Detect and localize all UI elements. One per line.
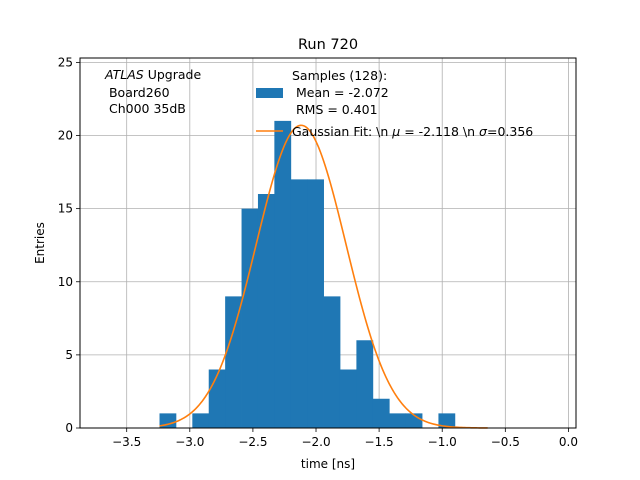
annotation-line1: ATLAS Upgrade	[104, 67, 201, 82]
y-axis-ticks: 0 5 10 15 20 25	[58, 55, 80, 435]
y-tick-label: 15	[58, 202, 73, 216]
x-tick-label: −0.5	[491, 435, 520, 449]
x-tick-label: −1.0	[428, 435, 457, 449]
legend-hist-line3: RMS = 0.401	[292, 102, 378, 117]
annotation-line2: Board260	[105, 85, 170, 100]
histogram-bar	[241, 208, 259, 428]
y-tick-label: 25	[58, 55, 73, 69]
annotation-atlas: ATLAS	[104, 67, 144, 82]
annotation-upgrade: Upgrade	[144, 67, 202, 82]
x-axis-ticks: −3.5 −3.0 −2.5 −2.0 −1.5 −1.0 −0.5 0.0	[112, 428, 578, 449]
annotation-line3: Ch000 35dB	[105, 101, 186, 116]
x-tick-label: 0.0	[559, 435, 578, 449]
histogram-bar	[159, 413, 177, 428]
x-tick-label: −1.5	[365, 435, 394, 449]
histogram-bar	[389, 413, 407, 428]
histogram-bar	[323, 296, 341, 428]
histogram-bar	[274, 120, 292, 428]
x-tick-label: −2.0	[301, 435, 330, 449]
y-tick-label: 0	[65, 421, 73, 435]
histogram-bar	[372, 398, 390, 428]
x-tick-label: −2.5	[238, 435, 267, 449]
legend-fit-sigma: σ	[479, 124, 488, 139]
histogram-bar	[307, 179, 324, 428]
histogram-bar	[192, 413, 210, 428]
plot-frame	[79, 57, 577, 429]
x-tick-label: −3.0	[175, 435, 204, 449]
fit-curve-group	[159, 124, 488, 429]
gaussian-fit-line	[159, 124, 488, 429]
legend-hist-line1: Samples (128):	[292, 68, 387, 83]
histogram-bar	[290, 179, 308, 428]
legend-hist-line2: Mean = -2.072	[292, 85, 389, 100]
atlas-annotation: ATLAS Upgrade Board260 Ch000 35dB	[104, 67, 201, 116]
histogram-bar	[225, 296, 242, 428]
chart-title: Run 720	[298, 37, 358, 53]
legend-fit-label: Gaussian Fit: \n μ = -2.118 \n σ=0.356	[292, 124, 533, 139]
histogram-bar	[339, 369, 357, 428]
histogram-bar	[356, 340, 374, 428]
legend-fit-mu: μ	[391, 124, 400, 139]
histogram-bar	[438, 413, 456, 428]
y-tick-label: 20	[58, 129, 73, 143]
x-axis-label: time [ns]	[301, 457, 355, 471]
y-tick-label: 5	[65, 348, 73, 362]
legend-fit-text-b: = -2.118 \n	[400, 124, 479, 139]
y-tick-label: 10	[58, 275, 73, 289]
histogram-bar	[257, 194, 275, 428]
legend-fit-text-c: =0.356	[487, 124, 533, 139]
x-tick-label: −3.5	[112, 435, 141, 449]
histogram-bar	[208, 369, 226, 428]
y-axis-label: Entries	[33, 222, 47, 264]
legend-fit-text-a: Gaussian Fit: \n	[292, 124, 392, 139]
histogram-bars	[159, 120, 456, 428]
legend-hist-patch	[256, 88, 283, 98]
legend: Samples (128): Mean = -2.072 RMS = 0.401…	[256, 68, 533, 139]
